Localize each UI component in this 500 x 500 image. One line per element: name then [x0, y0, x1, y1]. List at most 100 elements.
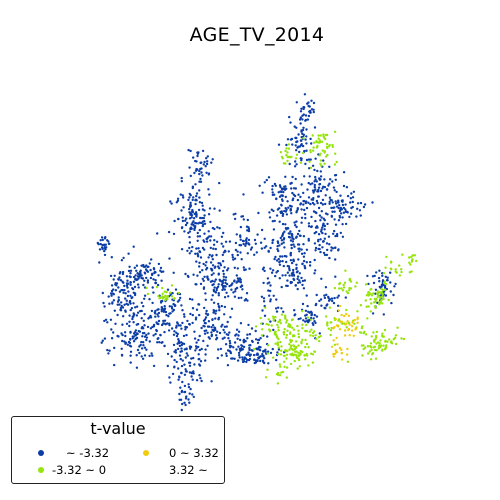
map-point	[278, 195, 282, 198]
map-point	[323, 294, 326, 297]
map-point	[230, 288, 233, 291]
map-point	[343, 329, 347, 332]
map-point	[318, 214, 322, 217]
map-point	[167, 230, 171, 234]
map-point	[202, 216, 205, 220]
map-point	[410, 260, 414, 263]
map-point	[332, 186, 336, 189]
map-point	[382, 335, 385, 338]
map-point	[199, 216, 202, 220]
map-point	[369, 358, 373, 361]
map-point	[229, 316, 232, 319]
map-point	[173, 365, 176, 368]
map-point	[211, 258, 214, 261]
map-point	[217, 348, 220, 351]
map-point	[196, 154, 199, 158]
map-point	[135, 354, 138, 357]
map-point	[233, 217, 237, 221]
map-point	[296, 270, 299, 273]
map-point	[259, 316, 262, 320]
map-point	[321, 203, 325, 206]
map-point	[342, 206, 346, 210]
map-point	[213, 207, 216, 210]
map-point	[375, 336, 378, 339]
map-point	[198, 189, 201, 192]
map-point	[307, 158, 311, 161]
map-point	[277, 329, 280, 332]
map-point	[377, 276, 381, 280]
map-point	[187, 231, 190, 235]
map-point	[196, 231, 199, 235]
map-point	[256, 352, 259, 355]
map-point	[308, 160, 311, 163]
map-point	[260, 322, 263, 325]
map-point	[322, 159, 325, 162]
map-point	[288, 269, 291, 272]
map-point	[315, 211, 318, 215]
map-point	[351, 196, 355, 199]
map-point	[164, 310, 168, 314]
map-point	[227, 250, 230, 253]
map-point	[120, 259, 124, 262]
map-point	[299, 202, 303, 205]
map-point	[193, 363, 196, 366]
map-point	[197, 353, 200, 356]
map-point	[309, 334, 312, 337]
map-point	[204, 264, 207, 267]
map-point	[337, 294, 340, 297]
map-point	[205, 240, 209, 243]
map-point	[381, 272, 384, 275]
map-point	[345, 186, 349, 189]
map-point	[305, 158, 309, 162]
map-point	[327, 184, 330, 187]
map-point	[336, 234, 339, 238]
legend-title: t-value	[90, 419, 146, 438]
map-point	[188, 246, 191, 250]
map-point	[145, 338, 148, 342]
map-point	[205, 171, 208, 174]
map-point	[312, 197, 315, 200]
map-point	[121, 333, 124, 337]
map-point	[331, 201, 334, 204]
map-point	[277, 143, 281, 146]
map-point	[317, 137, 320, 140]
map-point	[161, 295, 164, 298]
map-point	[242, 218, 245, 221]
map-point	[285, 213, 289, 216]
map-point	[172, 333, 176, 336]
map-point	[389, 281, 392, 284]
map-point	[216, 226, 219, 229]
map-point	[304, 314, 307, 317]
map-point	[218, 279, 222, 282]
map-point	[181, 321, 184, 325]
map-point	[245, 292, 249, 295]
map-point	[170, 327, 174, 330]
map-point	[139, 309, 142, 313]
map-point	[326, 322, 329, 325]
map-point	[324, 137, 327, 141]
map-point	[314, 175, 317, 179]
map-point	[152, 323, 156, 327]
map-point	[294, 157, 298, 160]
map-point	[198, 348, 201, 352]
map-point	[281, 234, 284, 238]
map-point	[261, 309, 264, 312]
map-point	[389, 290, 392, 293]
map-point	[408, 256, 411, 259]
map-point	[305, 149, 308, 152]
map-point	[224, 240, 228, 243]
map-point	[374, 348, 377, 352]
map-point	[179, 193, 182, 196]
map-point	[233, 295, 237, 298]
map-point	[315, 226, 318, 229]
map-point	[379, 339, 382, 342]
map-point	[292, 328, 296, 331]
map-point	[110, 256, 114, 259]
map-point	[343, 334, 347, 337]
map-point	[204, 312, 208, 315]
map-point	[198, 228, 201, 232]
map-point	[121, 280, 124, 283]
map-point	[281, 274, 284, 277]
map-point	[148, 354, 151, 358]
map-point	[98, 248, 102, 251]
